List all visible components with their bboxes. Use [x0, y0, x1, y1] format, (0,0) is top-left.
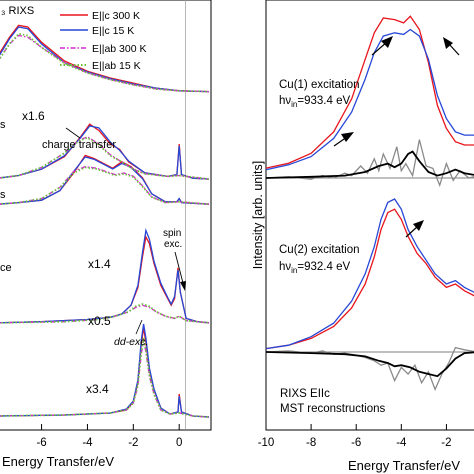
cu1-hv-subscript: in	[291, 100, 297, 109]
right-y-axis-label: Intensity [arb. units]	[251, 161, 265, 269]
spin-exc-arrow-line	[174, 251, 184, 284]
left-e-ab-300-k-spectrum-5	[0, 339, 210, 418]
partial-label-2: s	[0, 189, 6, 201]
cu2-hv-subscript: in	[291, 266, 297, 275]
rixs-eiic-label: RIXS EIIc	[280, 388, 330, 400]
left-e-ab-15-k-spectrum-1	[0, 32, 210, 93]
charge-transfer-label: charge transfer	[42, 139, 116, 151]
right-reconstruction-curve-3-block-2	[265, 351, 474, 378]
left-panel: -6 -4 -2 0 ₃ RIXS E||c 300 K E||c 15 K E||a…	[0, 0, 212, 469]
right-panel: -10 -8 -6 -4 -2 Intensity [arb. units] Cu(1)…	[251, 0, 474, 473]
mst-reconstructions-label: MST reconstructions	[280, 403, 385, 415]
right-x-axis-label: Energy Transfer/eV	[348, 458, 460, 473]
cu1-excitation-label: Cu(1) excitation	[279, 79, 360, 91]
right-x-tick-label: -10	[258, 437, 275, 449]
spin-exc-arrowhead	[180, 281, 186, 291]
legend-label-e-c-300k: E||c 300 K	[92, 10, 140, 22]
right-x-tick-label: -6	[351, 437, 361, 449]
right-x-tick-label: -4	[396, 437, 407, 449]
right-data-curve-1-block-1	[265, 28, 474, 171]
left-spectra	[0, 24, 210, 418]
right-plot-frame	[265, 0, 474, 431]
arrow-cu2-shoulder-head	[413, 220, 424, 231]
left-e-ab-15-k-spectrum-2	[0, 136, 210, 180]
left-e-c-15-k-spectrum-4	[0, 227, 210, 324]
dd-exc-label: dd-exc.	[114, 336, 148, 348]
left-legend: E||c 300 K E||c 15 K E||ab 300 K E||ab 1…	[60, 10, 147, 72]
arrow-cu1-right-head	[443, 37, 453, 49]
spin-exc-label: exc.	[164, 239, 182, 250]
left-e-c-15-k-spectrum-2	[0, 125, 210, 180]
left-x-tick-label: 0	[176, 437, 182, 449]
right-x-tick-label: -8	[306, 437, 316, 449]
cu2-hv-value: =932.4 eV	[297, 261, 350, 273]
left-e-ab-300-k-spectrum-4	[0, 304, 210, 324]
left-e-ab-15-k-spectrum-4	[0, 303, 210, 324]
left-e-ab-300-k-spectrum-3	[0, 165, 210, 205]
cu2-hv-symbol: hν	[279, 261, 291, 273]
right-x-tick-label: -2	[441, 437, 451, 449]
charge-transfer-pointer	[65, 127, 81, 139]
dd-exc-pointer	[135, 319, 143, 335]
left-e-ab-15-k-spectrum-5	[0, 337, 210, 418]
right-spectra	[265, 15, 474, 392]
legend-label-e-ab-15k: E||ab 15 K	[92, 60, 141, 72]
left-e-ab-15-k-spectrum-3	[0, 166, 210, 206]
legend-label-e-c-15k: E||c 15 K	[92, 25, 134, 37]
left-x-axis: -6 -4 -2 0	[36, 424, 182, 449]
left-x-tick-label: -6	[36, 437, 46, 449]
cu2-photon-energy: hνin=932.4 eV	[279, 261, 350, 275]
right-x-axis: -10 -8 -6 -4 -2	[258, 424, 452, 449]
cu1-hv-symbol: hν	[279, 95, 291, 107]
left-x-axis-label: Energy Transfer/eV	[2, 454, 114, 469]
right-data-curve-0-block-2	[265, 208, 474, 350]
arrow-cu2-shoulder-shaft	[405, 225, 419, 238]
cu1-photon-energy: hνin=933.4 eV	[279, 95, 350, 109]
left-title-fragment: ₃ RIXS	[1, 5, 34, 17]
left-x-tick-label: -2	[128, 437, 138, 449]
arrow-cu1-left-head	[381, 36, 393, 48]
arrow-cu1-right-shaft	[448, 43, 460, 56]
left-e-c-15-k-spectrum-5	[0, 323, 210, 418]
scale-label-x1-6: x1.6	[22, 109, 45, 123]
arrow-cu1-shoulder-head	[341, 132, 354, 142]
right-reconstruction-curve-3-block-1	[265, 150, 474, 179]
left-plot-frame	[0, 0, 212, 431]
scale-label-x3-4: x3.4	[86, 382, 109, 396]
left-title-text: ₃ RIXS	[1, 5, 34, 17]
right-difference-curve-2-block-2	[265, 346, 474, 392]
partial-label-1: s	[0, 119, 6, 131]
right-data-curve-1-block-2	[265, 198, 474, 350]
scale-label-x1-4: x1.4	[88, 257, 111, 271]
left-e-c-300-k-spectrum-5	[0, 327, 210, 418]
annotation-arrows	[333, 36, 460, 238]
scale-label-x0-5: x0.5	[88, 314, 111, 328]
right-difference-curve-2-block-1	[265, 139, 474, 188]
left-x-tick-label: -4	[82, 437, 93, 449]
partial-label-3: ce	[0, 262, 12, 274]
cu1-hv-value: =933.4 eV	[297, 95, 350, 107]
spin-label: spin	[163, 228, 181, 239]
right-data-curve-0-block-1	[265, 15, 474, 169]
cu2-excitation-label: Cu(2) excitation	[279, 244, 360, 256]
legend-label-e-ab-300k: E||ab 300 K	[92, 43, 147, 55]
